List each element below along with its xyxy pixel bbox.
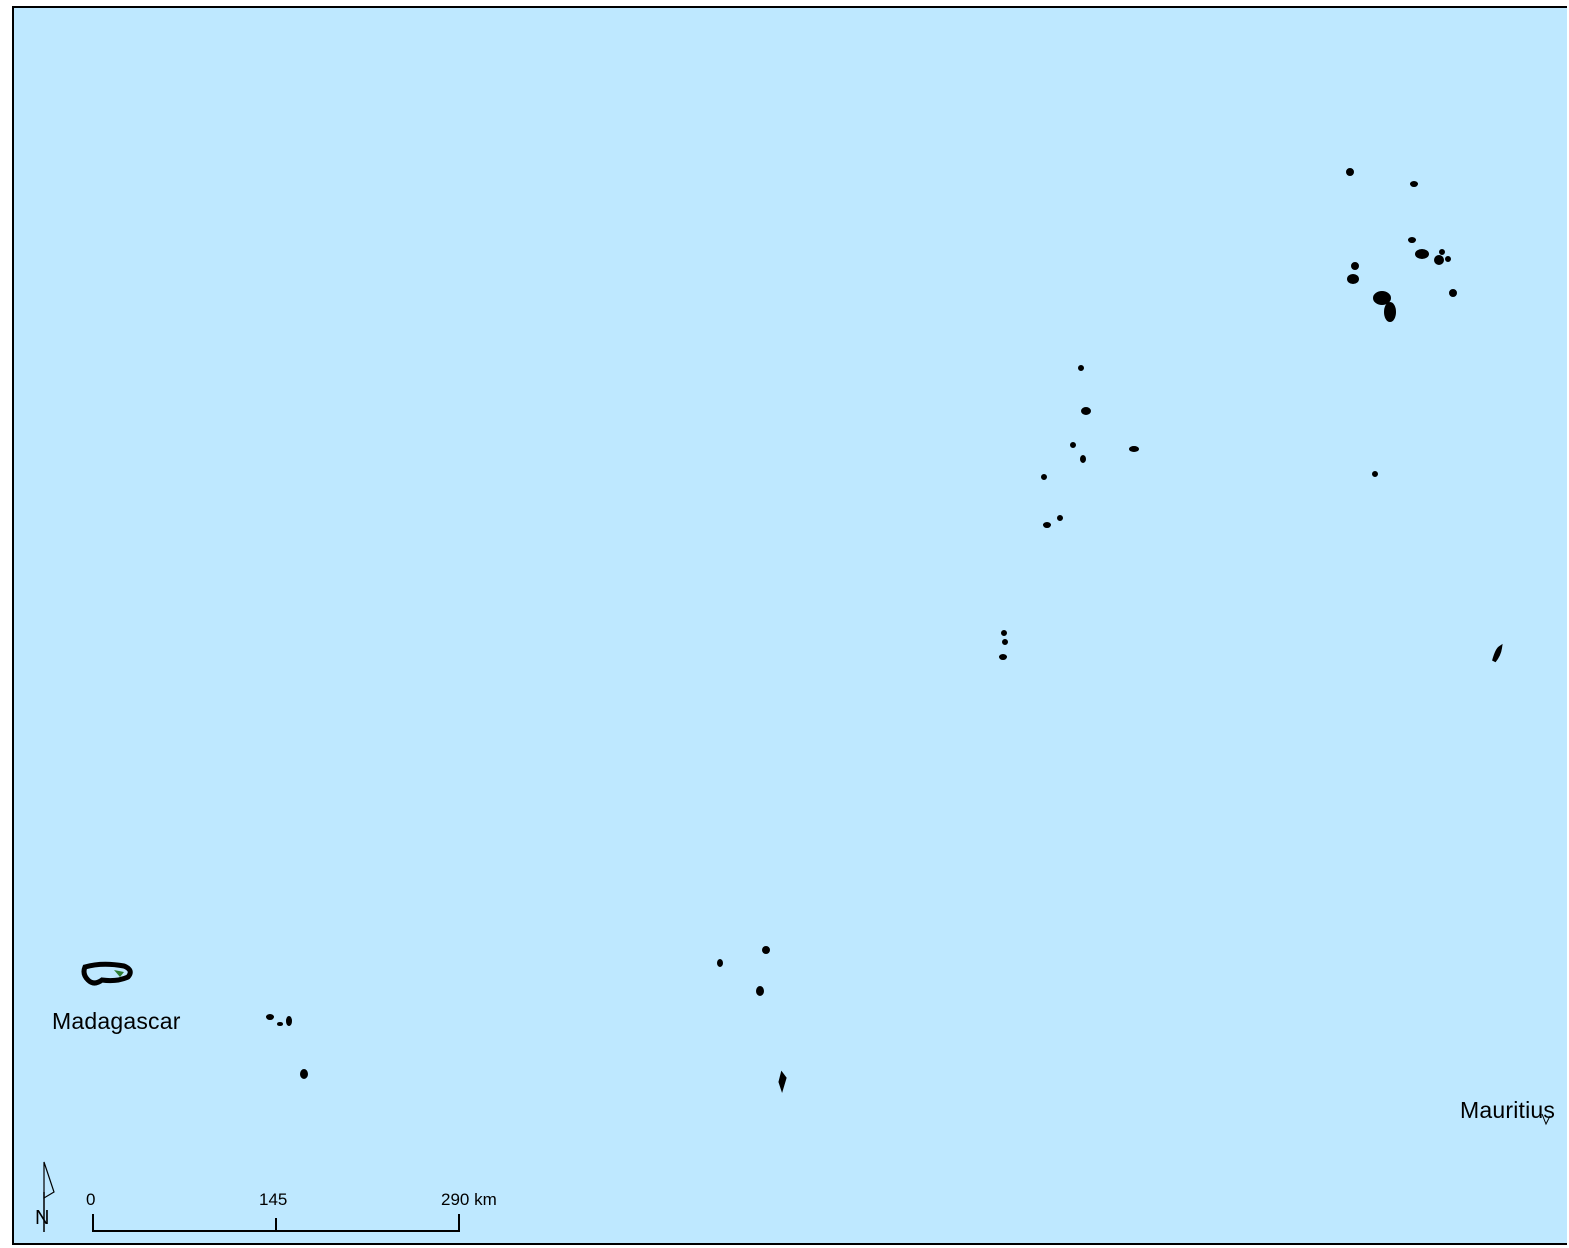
map-canvas[interactable]	[14, 8, 1567, 1245]
madagascar-landmass	[81, 961, 133, 986]
label-madagascar: Madagascar	[52, 1008, 181, 1034]
island-group-south	[266, 946, 787, 1093]
mauritius-marker	[1541, 1113, 1551, 1126]
madagascar-vegetation	[114, 970, 124, 977]
north-arrow-icon	[43, 1161, 55, 1232]
map-frame[interactable]	[12, 6, 1567, 1245]
scale-tick-145: 145	[259, 1190, 288, 1209]
scale-tick-290: 290 km	[441, 1190, 497, 1209]
label-mauritius: Mauritius	[1460, 1097, 1556, 1123]
scale-tick-0: 0	[86, 1190, 96, 1209]
island-group-amirantes	[1041, 365, 1139, 528]
scale-bar	[92, 1214, 460, 1232]
island-group-mid	[999, 630, 1503, 663]
island-group-seychelles	[1346, 168, 1457, 477]
north-arrow-letter: N	[35, 1207, 50, 1229]
